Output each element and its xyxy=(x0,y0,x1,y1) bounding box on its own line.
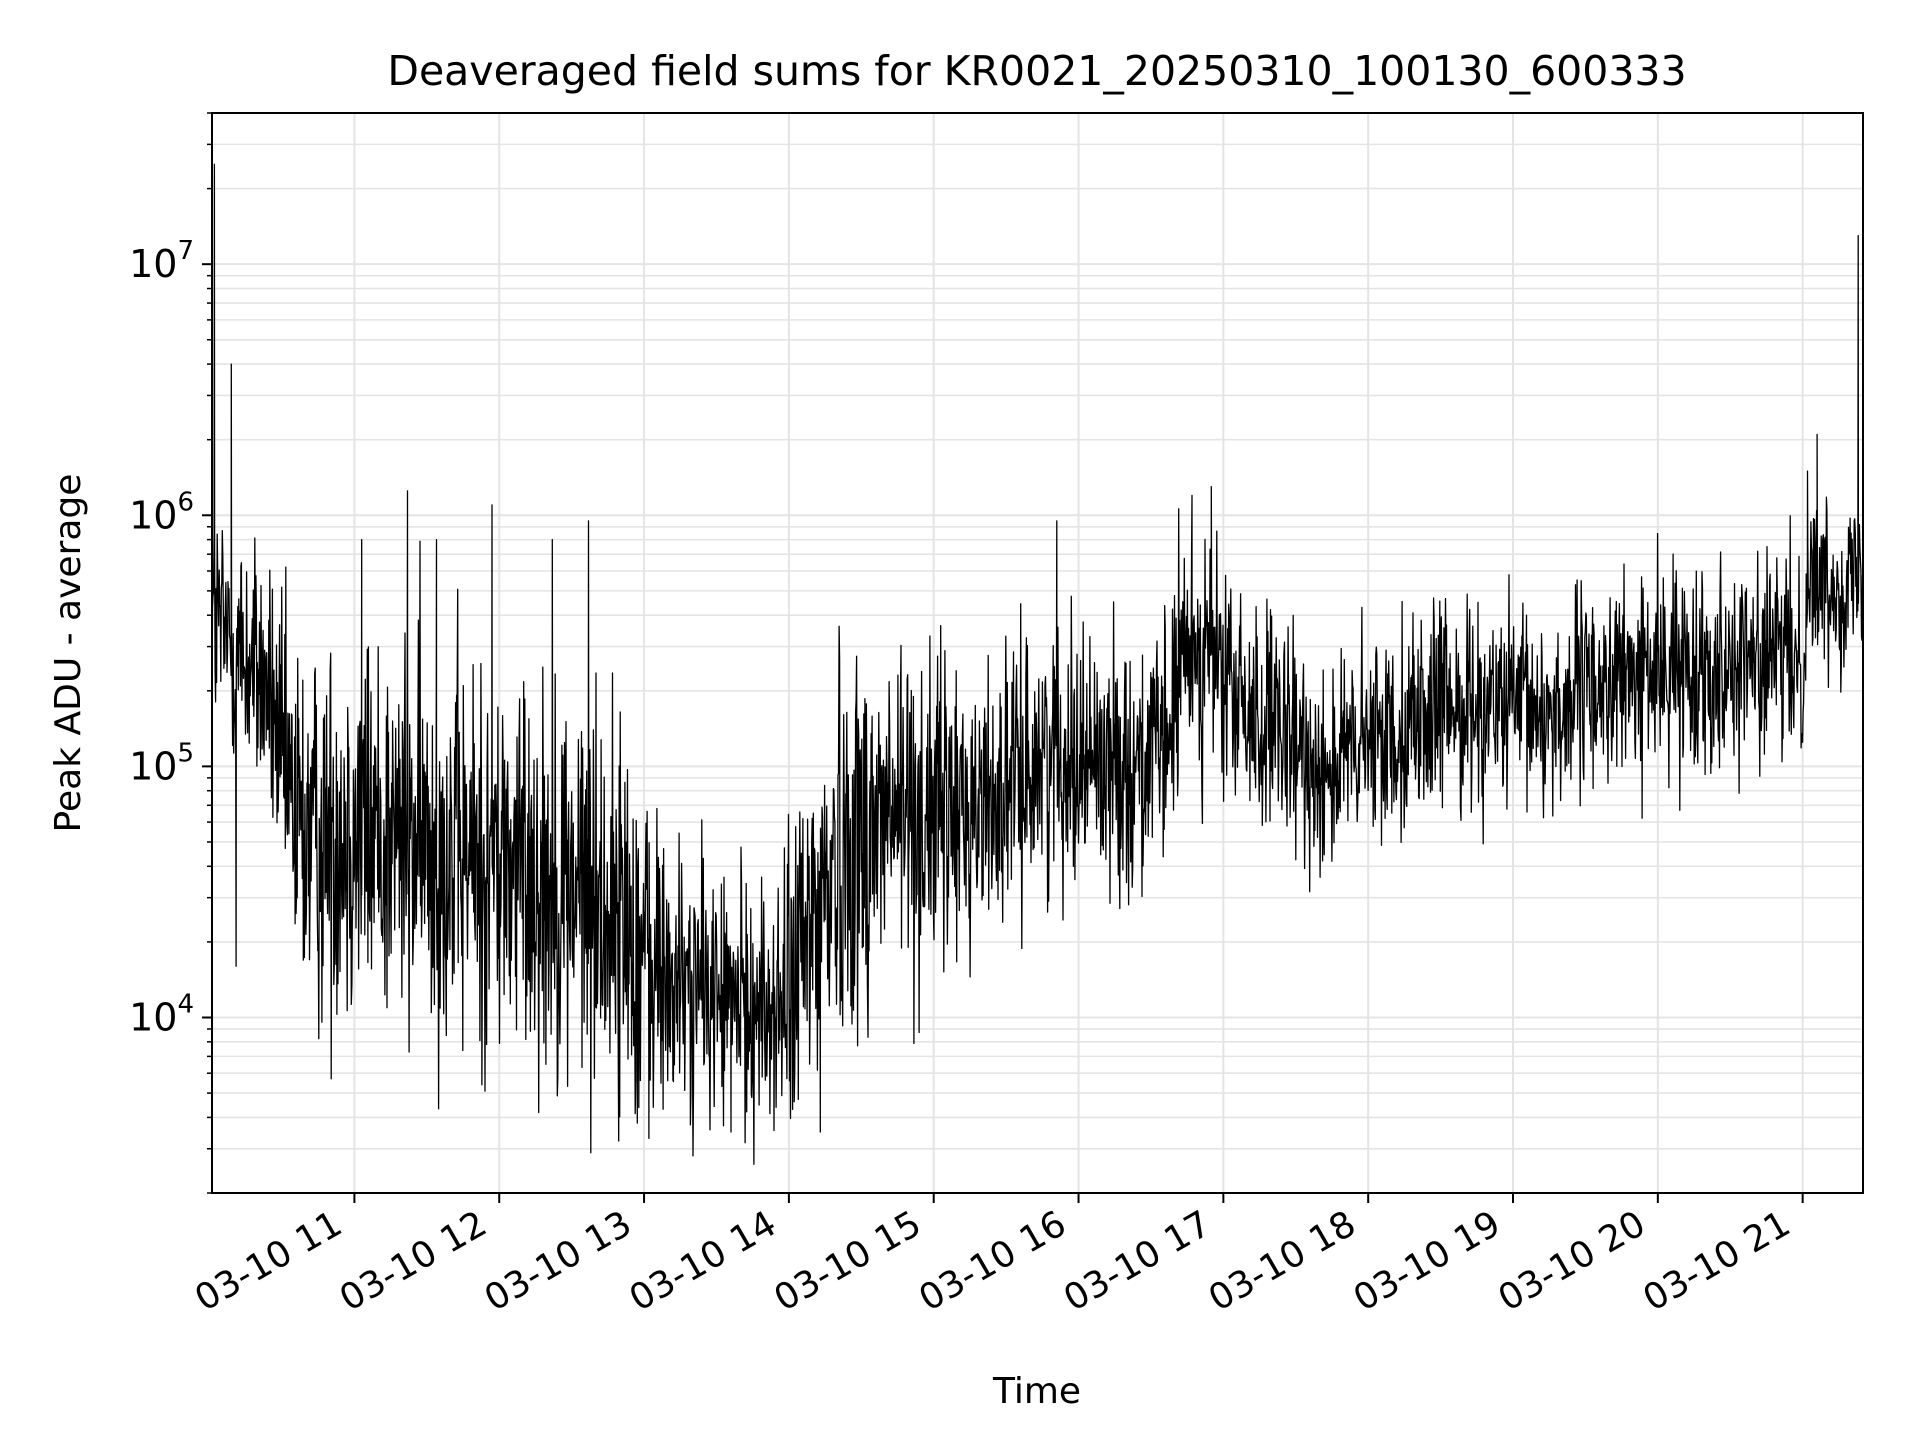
data-series xyxy=(211,163,1864,1165)
y-axis-label: Peak ADU - average xyxy=(48,474,89,833)
y-tick-label: 104 xyxy=(129,989,194,1039)
y-tick-label: 107 xyxy=(129,236,194,286)
chart-title: Deaveraged field sums for KR0021_2025031… xyxy=(387,47,1686,95)
x-axis-label: Time xyxy=(992,1371,1081,1412)
series-line xyxy=(211,163,1864,1165)
y-tick-label: 106 xyxy=(129,487,194,537)
plot-frame xyxy=(211,112,1864,1194)
y-tick-label: 105 xyxy=(129,738,194,788)
